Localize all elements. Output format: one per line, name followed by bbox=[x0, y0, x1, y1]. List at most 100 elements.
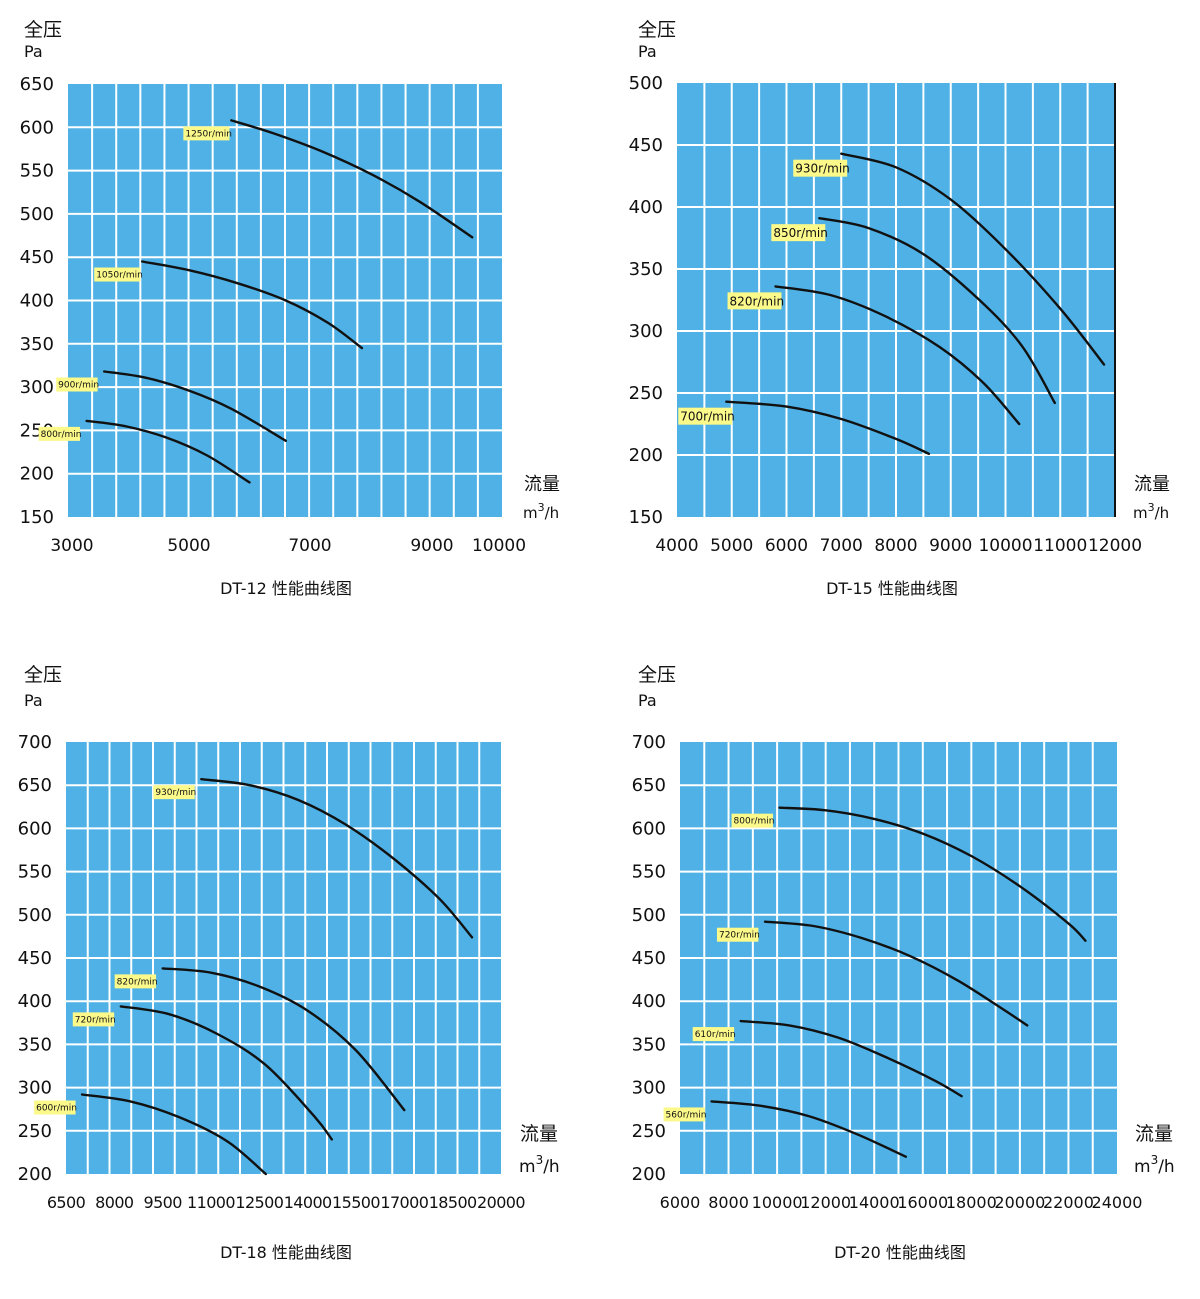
x-tick-label: 5000 bbox=[710, 536, 753, 556]
curves: 800r/min 720r/min 610r/min 560r/min bbox=[663, 806, 1087, 1158]
y-tick-label: 600 bbox=[20, 117, 54, 138]
plot-area bbox=[66, 742, 501, 1174]
y-tick-label: 500 bbox=[20, 204, 54, 225]
speed-label-background bbox=[183, 126, 230, 141]
speed-label: 930r/min bbox=[795, 162, 850, 176]
y-axis-unit: Pa bbox=[24, 42, 43, 61]
x-axis-unit-base: m bbox=[523, 504, 538, 522]
y-tick-label: 150 bbox=[629, 507, 663, 528]
y-tick-label: 350 bbox=[18, 1034, 52, 1055]
performance-curve bbox=[200, 778, 474, 939]
speed-label-background bbox=[114, 974, 157, 989]
x-axis-unit-tail: /h bbox=[1155, 504, 1170, 522]
performance-curve bbox=[80, 1093, 267, 1176]
x-axis-unit-tail: /h bbox=[543, 1157, 560, 1177]
speed-label: 1250r/min bbox=[185, 129, 232, 139]
x-tick-label: 5000 bbox=[167, 536, 210, 556]
x-tick-label: 9000 bbox=[929, 536, 972, 556]
plot-area bbox=[680, 742, 1117, 1174]
y-tick-label: 400 bbox=[18, 991, 52, 1012]
x-axis-title: 流量 bbox=[520, 1123, 558, 1145]
x-tick-label: 10000 bbox=[978, 536, 1032, 556]
x-axis-title: 流量 bbox=[1135, 1123, 1173, 1145]
speed-label: 720r/min bbox=[75, 1015, 116, 1025]
speed-label-background bbox=[72, 1012, 115, 1027]
performance-curve bbox=[230, 119, 474, 239]
y-tick-label: 450 bbox=[20, 247, 54, 268]
performance-curve bbox=[119, 1005, 333, 1141]
speed-label-background bbox=[34, 1100, 76, 1115]
y-tick-label: 400 bbox=[632, 991, 666, 1012]
y-tick-label: 500 bbox=[18, 905, 52, 926]
x-axis-unit-sup: 3 bbox=[538, 501, 545, 514]
chart-panel-dt12: 全压 Pa 150200250300350400450500550600650 … bbox=[20, 19, 560, 598]
x-axis-unit-base: m bbox=[519, 1157, 536, 1177]
y-axis-unit: Pa bbox=[638, 42, 657, 61]
y-tick-label: 550 bbox=[20, 161, 54, 182]
speed-label-background bbox=[771, 224, 826, 242]
chart-caption: DT-12 性能曲线图 bbox=[220, 579, 352, 598]
x-tick-label: 14000 bbox=[284, 1193, 332, 1212]
speed-label-background bbox=[793, 159, 848, 177]
x-tick-label: 3000 bbox=[50, 536, 93, 556]
y-tick-label: 450 bbox=[629, 135, 663, 156]
y-axis-unit: Pa bbox=[24, 691, 43, 710]
speed-label-background bbox=[38, 426, 81, 441]
x-tick-label: 10000 bbox=[752, 1193, 803, 1212]
speed-label: 850r/min bbox=[773, 226, 828, 240]
performance-curve bbox=[763, 920, 1029, 1027]
y-axis-title: 全压 bbox=[24, 19, 62, 41]
performance-curve bbox=[141, 260, 364, 350]
x-axis-unit: m3/h bbox=[523, 501, 559, 522]
y-tick-label: 550 bbox=[18, 862, 52, 883]
x-axis-unit-tail: /h bbox=[545, 504, 560, 522]
y-tick-label: 600 bbox=[632, 818, 666, 839]
x-tick-label: 16000 bbox=[897, 1193, 948, 1212]
speed-label-background bbox=[56, 377, 98, 392]
x-tick-label: 7000 bbox=[820, 536, 863, 556]
speed-label-background bbox=[678, 407, 733, 425]
chart-caption: DT-15 性能曲线图 bbox=[826, 579, 958, 598]
speed-label: 600r/min bbox=[36, 1104, 77, 1114]
x-tick-label: 17000 bbox=[380, 1193, 428, 1212]
y-axis-title: 全压 bbox=[638, 19, 676, 41]
speed-label: 610r/min bbox=[695, 1030, 736, 1040]
y-axis-unit: Pa bbox=[638, 691, 657, 710]
x-tick-label: 8000 bbox=[874, 536, 917, 556]
y-tick-label: 600 bbox=[18, 818, 52, 839]
y-tick-label: 550 bbox=[632, 862, 666, 883]
speed-label: 560r/min bbox=[666, 1110, 707, 1120]
x-tick-label: 11000 bbox=[1033, 536, 1087, 556]
x-tick-label: 11000 bbox=[187, 1193, 235, 1212]
x-axis-unit: m3/h bbox=[1133, 501, 1169, 522]
y-tick-label: 500 bbox=[629, 73, 663, 94]
y-tick-label: 200 bbox=[20, 464, 54, 485]
y-tick-label: 200 bbox=[18, 1164, 52, 1185]
curves: 930r/min 850r/min 820r/min 700r/min bbox=[678, 152, 1106, 455]
performance-curve bbox=[739, 1019, 963, 1098]
x-tick-label: 7000 bbox=[288, 536, 331, 556]
y-tick-label: 300 bbox=[20, 377, 54, 398]
y-tick-label: 700 bbox=[632, 732, 666, 753]
y-tick-label: 700 bbox=[18, 732, 52, 753]
y-tick-label: 150 bbox=[20, 507, 54, 528]
speed-label-background bbox=[94, 267, 141, 282]
y-tick-labels: 200 250 300 350 400 450 500 550 600 650 700 bbox=[18, 732, 52, 1185]
speed-label: 800r/min bbox=[734, 817, 775, 827]
x-tick-label: 14000 bbox=[849, 1193, 900, 1212]
speed-label-background bbox=[731, 813, 773, 828]
curves: 930r/min 820r/min 720r/min 600r/min bbox=[34, 778, 474, 1176]
x-tick-labels: 3000 5000 7000 9000 10000 bbox=[50, 536, 526, 556]
y-axis-title: 全压 bbox=[24, 664, 62, 686]
x-tick-label: 12000 bbox=[800, 1193, 851, 1212]
y-tick-label: 300 bbox=[632, 1078, 666, 1099]
x-tick-label: 9000 bbox=[410, 536, 453, 556]
y-tick-label: 250 bbox=[629, 383, 663, 404]
x-axis-unit-sup: 3 bbox=[536, 1153, 544, 1167]
x-tick-label: 6500 bbox=[47, 1193, 86, 1212]
performance-curve bbox=[161, 967, 406, 1112]
curves: 1250r/min 1050r/min 900r/min 800r/min bbox=[38, 119, 474, 484]
speed-label: 800r/min bbox=[41, 430, 82, 440]
